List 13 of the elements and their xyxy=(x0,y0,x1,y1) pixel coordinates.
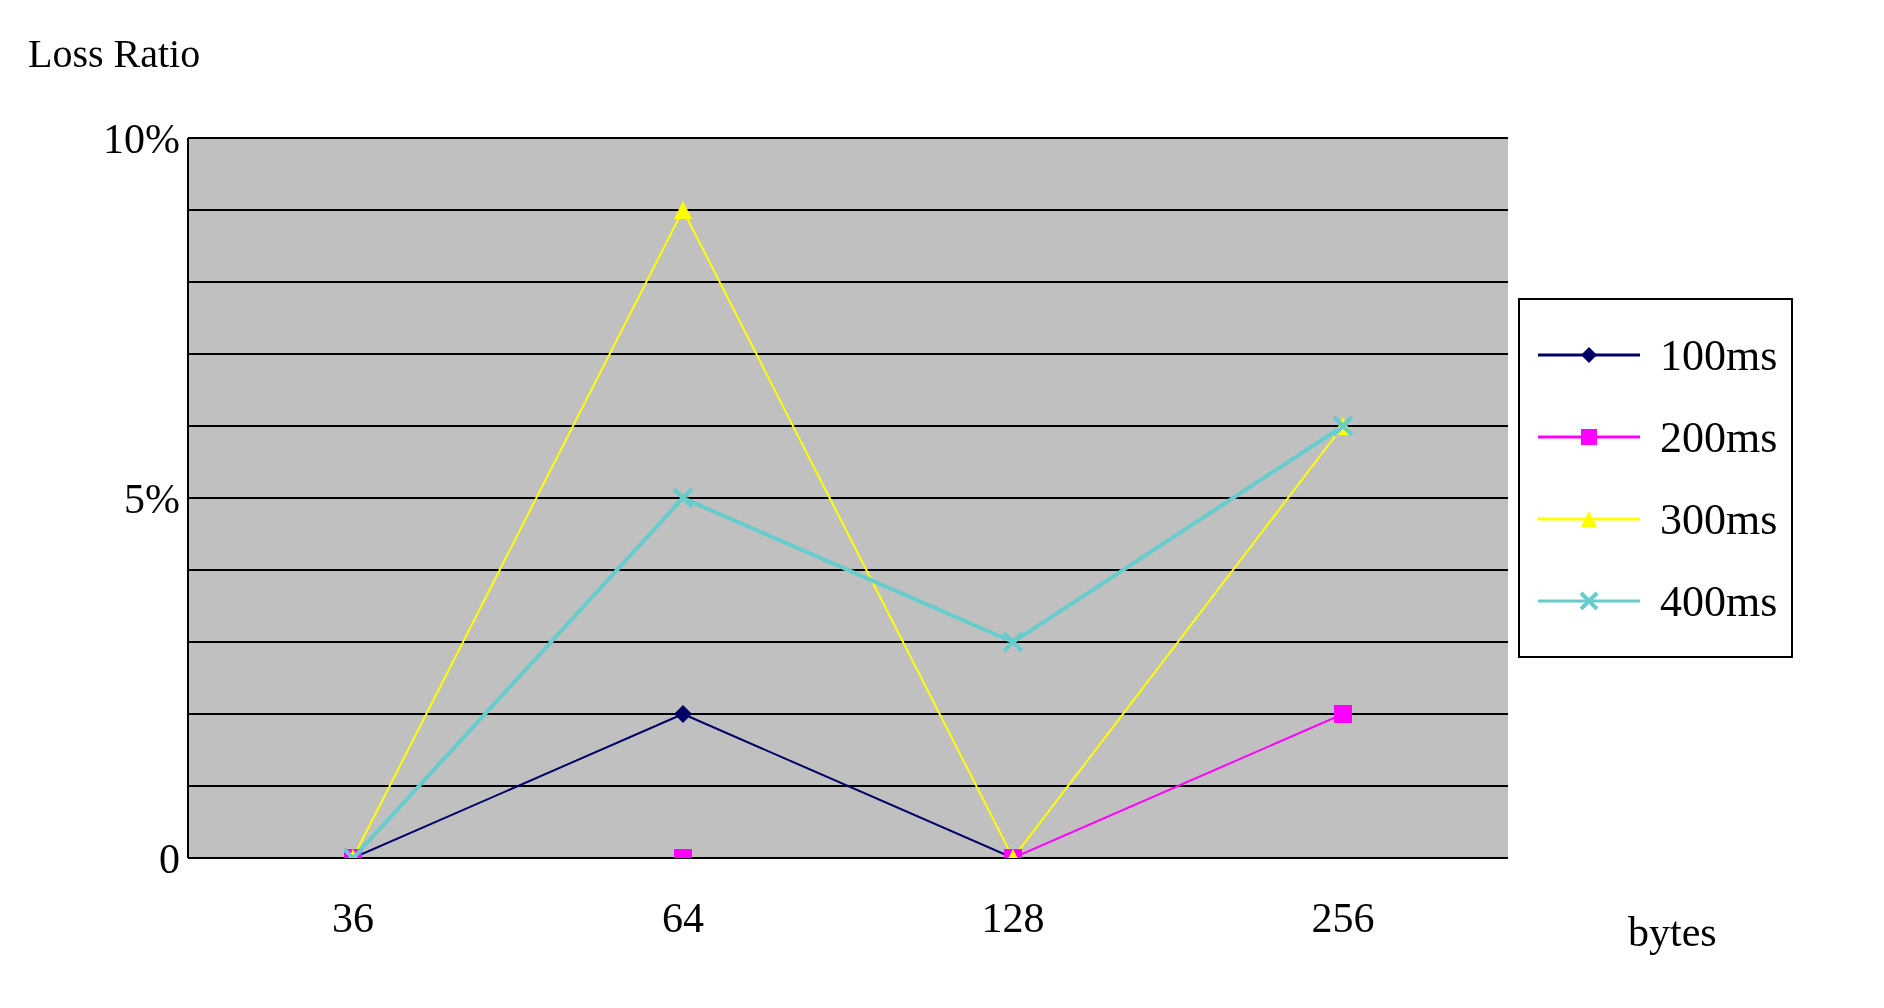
y-axis-title: Loss Ratio xyxy=(28,30,201,77)
legend-label: 200ms xyxy=(1660,411,1778,463)
y-tick-label: 0 xyxy=(159,835,180,882)
y-tick-label: 10% xyxy=(103,115,180,162)
legend-label: 300ms xyxy=(1660,493,1778,545)
x-tick-label: 36 xyxy=(332,894,374,941)
x-tick-label: 64 xyxy=(662,894,704,941)
x-tick-label: 256 xyxy=(1311,894,1375,941)
y-tick-label: 5% xyxy=(124,475,180,522)
x-tick-label: 128 xyxy=(981,894,1045,941)
legend-label: 100ms xyxy=(1660,329,1778,381)
x-axis-title: bytes xyxy=(1628,908,1717,956)
legend-label: 400ms xyxy=(1660,575,1778,627)
